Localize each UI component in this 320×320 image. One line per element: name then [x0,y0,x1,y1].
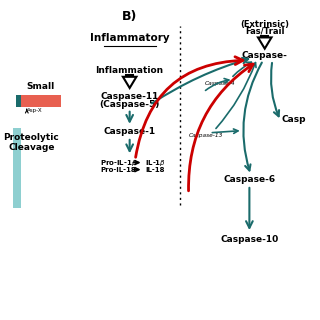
Text: Pro-IL-18: Pro-IL-18 [100,167,136,172]
Text: Fas/Trail: Fas/Trail [245,27,284,36]
Text: IL-18: IL-18 [145,167,164,172]
Polygon shape [126,75,133,77]
Text: Asp-X: Asp-X [27,108,43,113]
FancyBboxPatch shape [21,95,60,107]
Text: Caspase-6: Caspase-6 [223,175,276,184]
Text: Casp: Casp [282,115,306,124]
Text: Proteolytic
Cleavage: Proteolytic Cleavage [4,133,59,152]
Text: Caspase-4: Caspase-4 [205,81,236,86]
Text: IL-1$\beta$: IL-1$\beta$ [145,157,166,168]
Text: Inflammation: Inflammation [96,66,164,75]
Text: B): B) [122,10,137,22]
Text: Caspase-11: Caspase-11 [100,92,159,101]
Text: Caspase-13: Caspase-13 [189,132,224,138]
Text: Inflammatory: Inflammatory [90,33,170,44]
Text: Pro-IL-1$\beta$: Pro-IL-1$\beta$ [100,157,137,168]
Text: Caspase-: Caspase- [242,51,288,60]
FancyBboxPatch shape [13,128,21,208]
Text: Caspase-10: Caspase-10 [220,235,278,244]
Text: Small: Small [27,82,55,91]
Text: (Caspase-5): (Caspase-5) [100,100,160,108]
Polygon shape [261,36,268,37]
Polygon shape [123,77,136,88]
Text: Caspase-1: Caspase-1 [104,127,156,136]
Text: (Extrinsic): (Extrinsic) [240,20,289,28]
FancyBboxPatch shape [16,95,21,107]
Polygon shape [258,37,271,49]
